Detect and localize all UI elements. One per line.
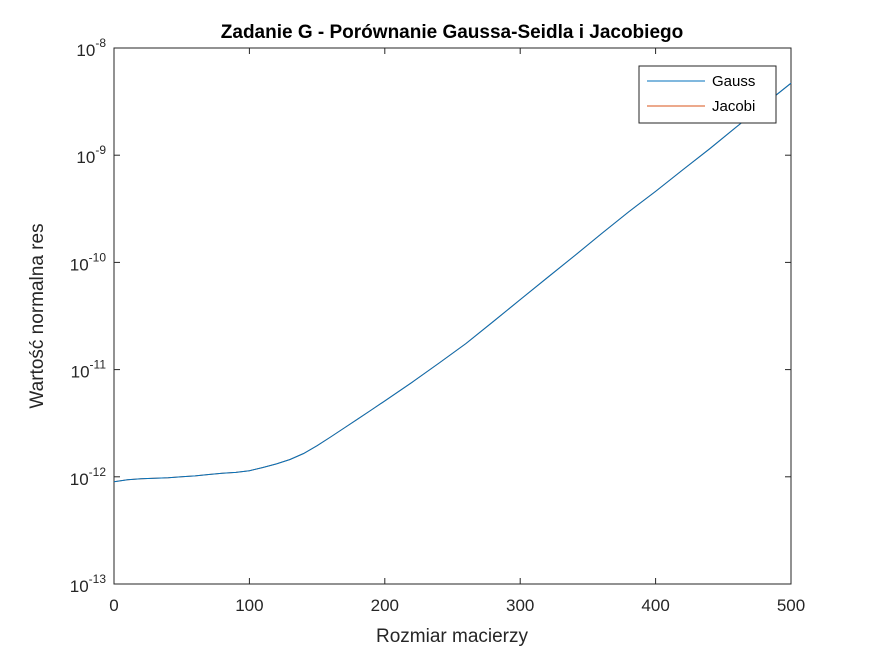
series-line-gauss [113, 82, 792, 483]
legend: Gauss Jacobi [638, 65, 777, 124]
legend-label-jacobi: Jacobi [712, 98, 755, 115]
x-tick-label: 0 [109, 596, 118, 615]
y-tick-label: 10-8 [76, 36, 106, 60]
chart-title: Zadanie G - Porównanie Gaussa-Seidla i J… [221, 22, 683, 43]
legend-box [638, 65, 777, 124]
y-axis-label: Wartość normalna res [27, 223, 48, 408]
tick-layer: 0 100 200 300 400 500 10-13 10-12 10-11 10-10 10-9… [70, 36, 805, 615]
y-tick-label: 10-12 [70, 465, 107, 489]
y-tick-label: 10-13 [70, 572, 107, 596]
y-tick-label: 10-11 [71, 358, 107, 382]
x-tick-label: 200 [371, 596, 399, 615]
x-tick-label: 100 [235, 596, 263, 615]
x-tick-label: 500 [777, 596, 805, 615]
x-tick-label: 400 [641, 596, 669, 615]
x-axis-label: Rozmiar macierzy [376, 626, 529, 647]
plot-area [113, 47, 792, 585]
x-tick-label: 300 [506, 596, 534, 615]
series-layer [113, 82, 792, 483]
y-tick-label: 10-9 [76, 143, 106, 167]
legend-label-gauss: Gauss [712, 73, 755, 90]
y-tick-label: 10-10 [70, 250, 107, 274]
